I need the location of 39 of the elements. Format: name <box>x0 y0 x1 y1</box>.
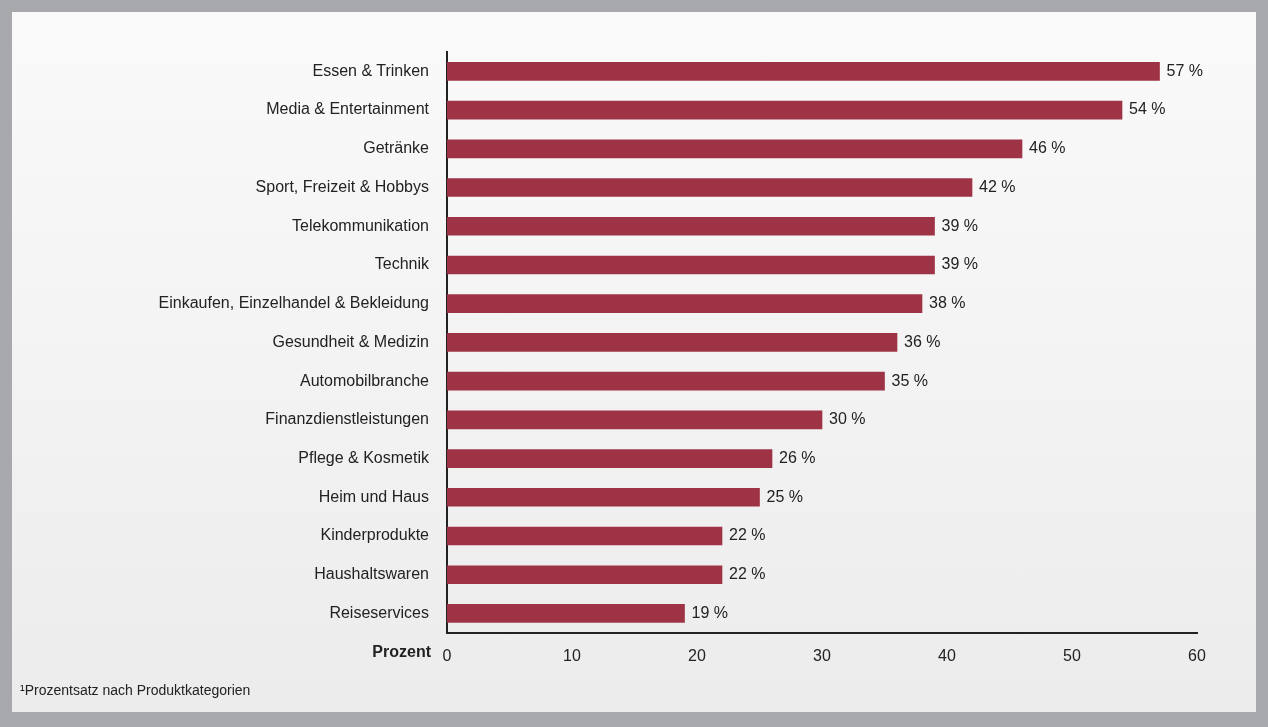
y-tick-label: Reiseservices <box>329 603 429 621</box>
x-tick-label: 10 <box>563 646 581 664</box>
x-tick-label: 60 <box>1188 646 1206 664</box>
y-tick-label: Heim und Haus <box>318 487 429 505</box>
y-tick-label: Telekommunikation <box>292 216 429 234</box>
y-tick-label: Sport, Freizeit & Hobbys <box>255 177 429 195</box>
y-tick-label: Kinderprodukte <box>320 526 430 544</box>
y-tick-label: Pflege & Kosmetik <box>298 448 430 466</box>
data-label: 36 % <box>904 332 941 350</box>
x-tick-label: 0 <box>442 646 452 664</box>
data-label: 42 % <box>979 177 1016 195</box>
data-label: 54 % <box>1129 100 1166 118</box>
y-tick-label: Einkaufen, Einzelhandel & Bekleidung <box>158 294 429 312</box>
y-tick-label: Automobilbranche <box>300 371 430 389</box>
data-label: 19 % <box>691 603 728 621</box>
x-tick-label: 20 <box>688 646 706 664</box>
data-label: 30 % <box>829 410 866 428</box>
y-tick-label: Finanzdienstleistungen <box>265 410 429 428</box>
data-label: 35 % <box>891 371 928 389</box>
data-label: 25 % <box>766 487 803 505</box>
y-tick-label: Essen & Trinken <box>312 61 429 79</box>
x-tick-label: 50 <box>1063 646 1081 664</box>
y-tick-label: Technik <box>374 255 430 273</box>
x-tick-label: 30 <box>813 646 831 664</box>
data-label: 39 % <box>941 255 978 273</box>
y-tick-label: Getränke <box>363 139 430 157</box>
x-tick-label: 40 <box>938 646 956 664</box>
y-tick-label: Media & Entertainment <box>266 100 430 118</box>
y-tick-label: Haushaltswaren <box>314 565 429 583</box>
data-label: 46 % <box>1029 139 1066 157</box>
data-label: 22 % <box>729 526 766 544</box>
data-label: 26 % <box>779 448 816 466</box>
text: ¹Prozentsatz nach Produktkategorien <box>20 682 251 698</box>
data-label: 39 % <box>941 216 978 234</box>
x-axis-title: Prozent <box>372 643 432 661</box>
data-label: 22 % <box>729 565 766 583</box>
data-label: 38 % <box>929 294 966 312</box>
data-label: 57 % <box>1166 61 1203 79</box>
y-tick-label: Gesundheit & Medizin <box>272 332 429 350</box>
